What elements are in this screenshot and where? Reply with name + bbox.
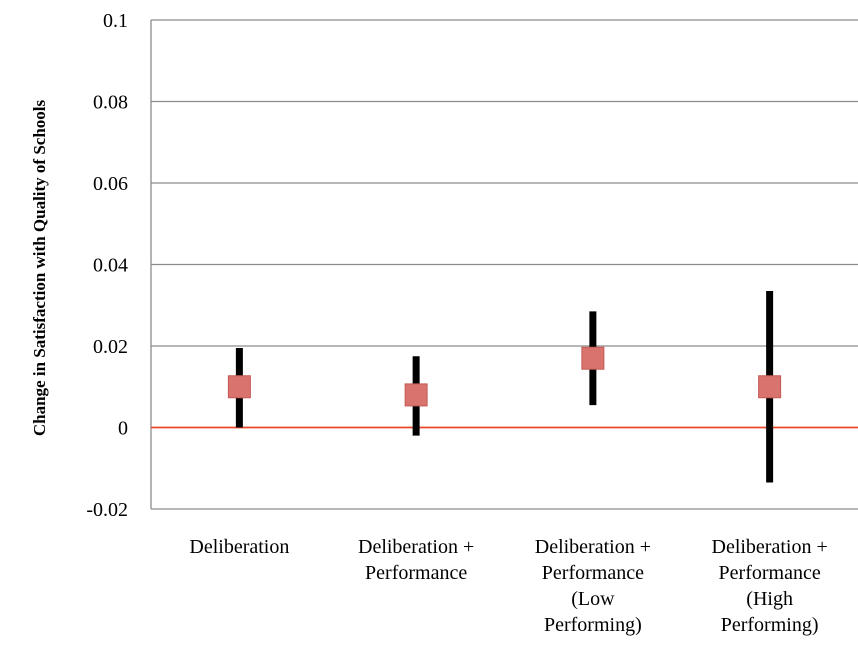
gridlines [151,19,858,510]
point-markers [227,346,782,407]
y-tick-label: 0.06 [93,173,128,195]
y-tick-label: 0.1 [103,10,128,32]
category-label-line: Deliberation + [712,536,828,558]
y-tick-labels: -0.02 0 0.02 0.04 0.06 0.08 0.1 [86,10,128,521]
category-label-line: (High [746,588,793,610]
category-label-line: Performance [365,562,467,584]
category-label-line: (Low [571,588,615,610]
category-label: Deliberation + Performance (High Performing… [712,536,828,636]
y-tick-label: -0.02 [86,499,128,521]
category-label-line: Performance [542,562,644,584]
y-tick-label: 0.08 [93,92,128,114]
category-label: Deliberation + Performance (Low Performing) [535,536,651,636]
category-label-line: Performing) [544,614,642,636]
data-point-marker [227,375,251,399]
y-axis-title: Change in Satisfaction with Quality of S… [30,99,49,436]
data-point-marker [404,383,428,407]
data-point-marker [581,346,605,370]
category-label-line: Deliberation [189,536,289,558]
category-label-line: Deliberation + [535,536,651,558]
category-labels: Deliberation Deliberation + PerformanceDel… [189,536,827,636]
data-point-marker [758,375,782,399]
category-label-line: Performing) [721,614,819,636]
category-label: Deliberation + Performance [358,536,474,584]
y-tick-label: 0.02 [93,336,128,358]
y-tick-label: 0 [118,418,128,440]
category-label-line: Performance [719,562,821,584]
error-bars [235,290,774,483]
category-label-line: Deliberation + [358,536,474,558]
category-label: Deliberation [189,536,289,558]
y-tick-label: 0.04 [93,255,128,277]
